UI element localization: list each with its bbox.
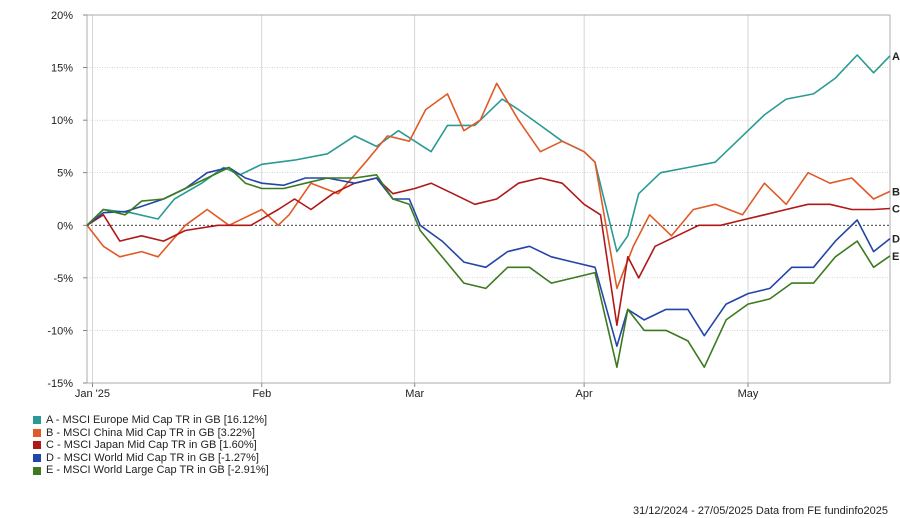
legend-label-c: C - MSCI Japan Mid Cap TR in GB [1.60%]	[46, 439, 257, 452]
legend-item-e: E - MSCI World Large Cap TR in GB [-2.91…	[33, 464, 269, 477]
series-line-e	[86, 166, 891, 369]
legend-label-d: D - MSCI World Mid Cap TR in GB [-1.27%]	[46, 451, 259, 464]
legend-swatch-c	[33, 441, 41, 450]
series-line-b	[86, 82, 891, 290]
legend: A - MSCI Europe Mid Cap TR in GB [16.12%…	[33, 414, 269, 477]
grid-lines	[87, 14, 890, 384]
y-tick-label: -5%	[53, 273, 73, 285]
legend-item-c: C - MSCI Japan Mid Cap TR in GB [1.60%]	[33, 439, 269, 452]
y-tick-label: 5%	[57, 168, 73, 180]
legend-label-a: A - MSCI Europe Mid Cap TR in GB [16.12%…	[46, 414, 268, 426]
legend-swatch-e	[33, 466, 41, 475]
series-line-c	[86, 177, 891, 327]
end-label-a: A	[892, 51, 900, 63]
legend-item-b: B - MSCI China Mid Cap TR in GB [3.22%]	[33, 427, 269, 440]
end-label-b: B	[892, 186, 900, 198]
series-line-d	[86, 166, 891, 348]
y-tick-label: 15%	[51, 63, 73, 75]
legend-item-d: D - MSCI World Mid Cap TR in GB [-1.27%]	[33, 452, 269, 465]
y-tick-label: -10%	[47, 325, 73, 337]
axes: 20% 15% 10% 5% 0% -5% -10% -15%Jan '25 Feb Mar Apr…	[47, 10, 891, 400]
end-label-e: E	[892, 251, 899, 263]
y-tick-label: 0%	[57, 220, 73, 232]
x-tick-label: Mar	[405, 388, 424, 400]
series-line-a	[86, 54, 891, 253]
legend-swatch-b	[33, 428, 41, 437]
x-tick-label: Feb	[252, 388, 271, 400]
legend-swatch-a	[33, 416, 41, 425]
legend-label-b: B - MSCI China Mid Cap TR in GB [3.22%]	[46, 426, 255, 439]
end-labels: A BC DE	[892, 51, 900, 263]
x-tick-label: May	[738, 388, 759, 400]
legend-label-e: E - MSCI World Large Cap TR in GB [-2.91…	[46, 464, 269, 477]
y-tick-label: 10%	[51, 115, 73, 127]
y-tick-label: -15%	[47, 378, 73, 390]
data-source-footer: 31/12/2024 - 27/05/2025 Data from FE fun…	[632, 505, 888, 517]
plot-frame	[86, 14, 891, 384]
legend-swatch-d	[33, 454, 41, 463]
x-tick-label: Apr	[576, 388, 593, 400]
x-tick-label: Jan '25	[75, 388, 110, 400]
y-tick-label: 20%	[51, 10, 73, 22]
series-lines	[86, 54, 891, 369]
end-label-d: D	[892, 234, 900, 246]
legend-item-a: A - MSCI Europe Mid Cap TR in GB [16.12%…	[33, 414, 269, 427]
end-label-c: C	[892, 203, 900, 215]
